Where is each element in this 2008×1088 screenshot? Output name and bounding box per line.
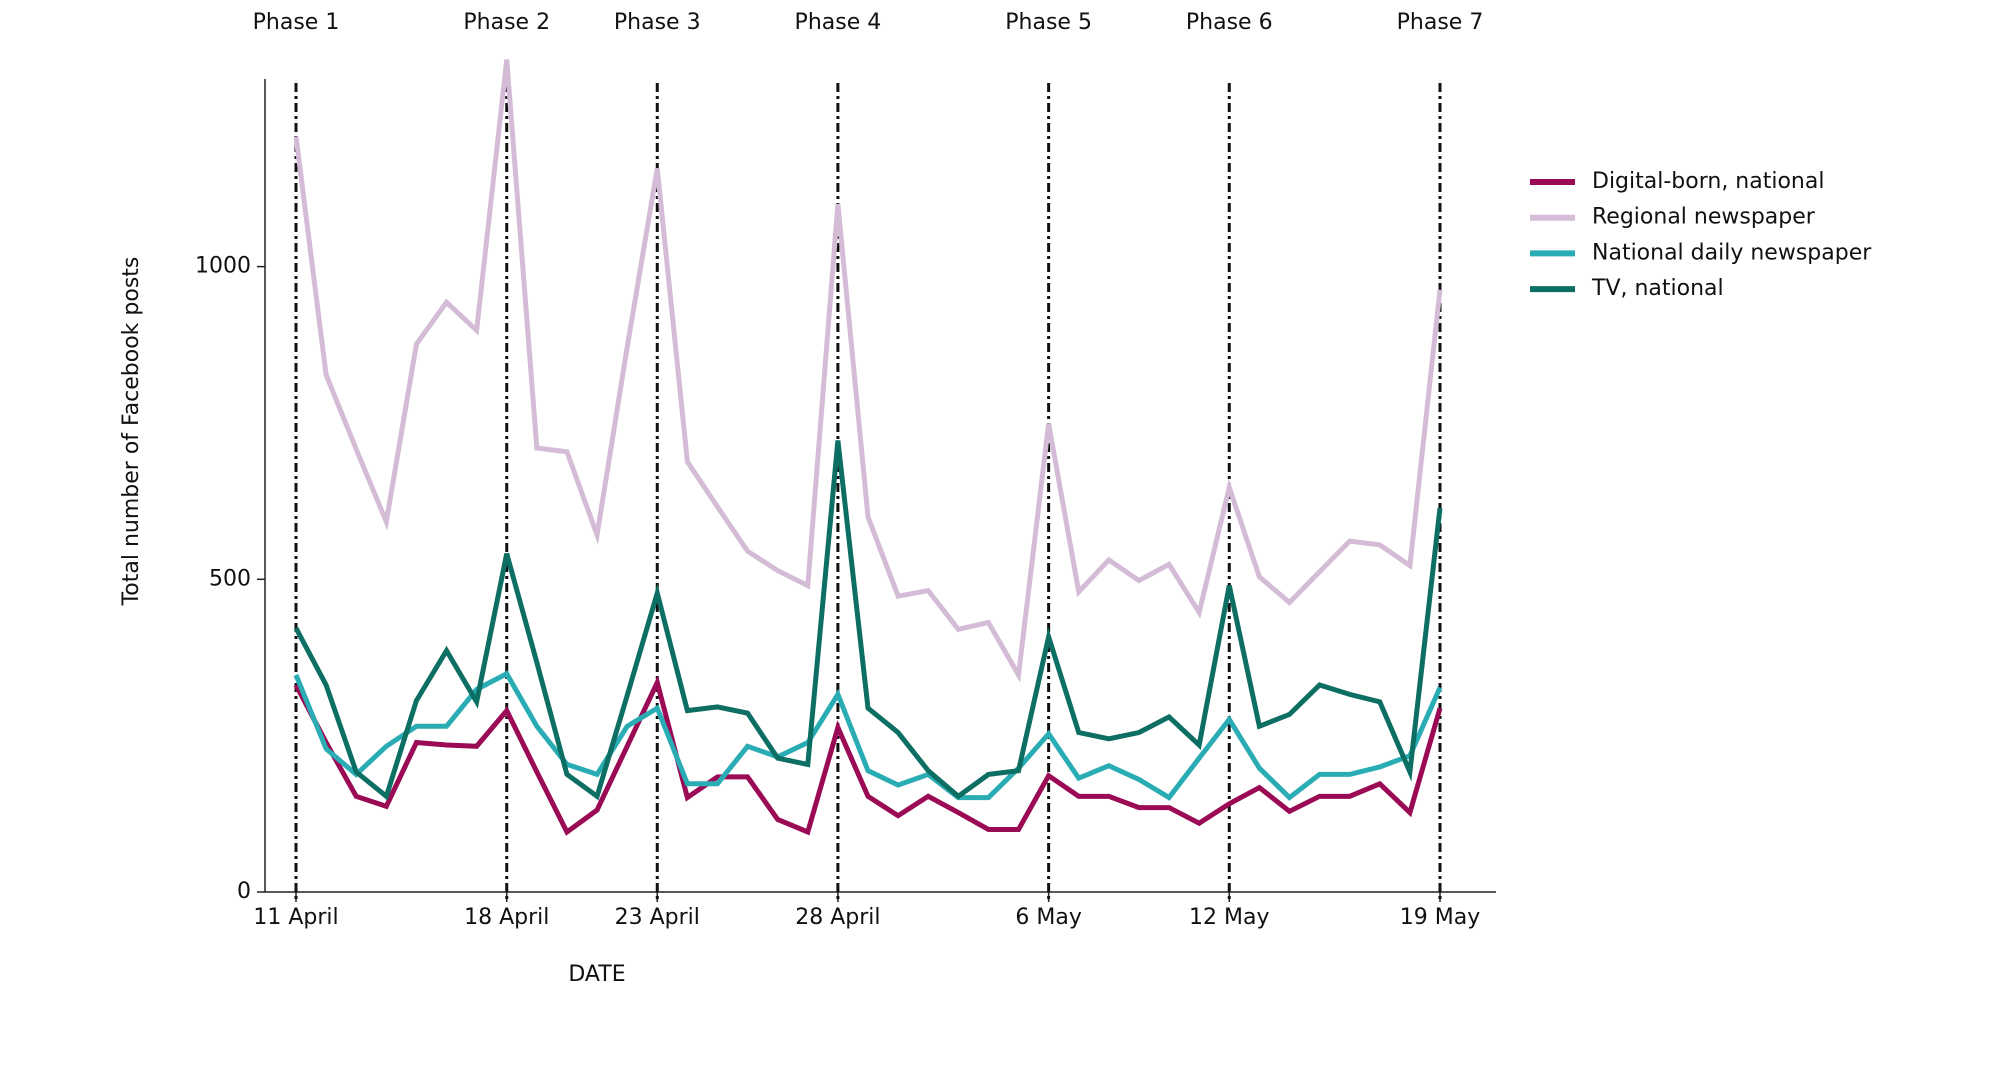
y-axis-label: Total number of Facebook posts [119,257,144,607]
phase-label: Phase 5 [1005,10,1092,35]
x-tick-label: 18 April [464,905,549,930]
phase-label: Phase 6 [1186,10,1273,35]
phase-label: Phase 3 [614,10,701,35]
series-line [293,675,1443,836]
series-line [293,440,1443,801]
series-line [293,59,1443,683]
legend-label: Digital-born, national [1592,169,1824,194]
x-axis-label: DATE [568,962,625,987]
x-tick-label: 11 April [253,905,338,930]
x-tick-label: 19 May [1400,905,1480,930]
x-tick-label: 12 May [1189,905,1269,930]
y-tick-label: 500 [209,566,251,591]
x-tick-label: 23 April [615,905,700,930]
y-tick-label: 1000 [195,254,251,279]
x-tick-label: 28 April [795,905,880,930]
x-tick-label: 6 May [1015,905,1081,930]
legend-label: National daily newspaper [1592,240,1872,265]
phase-label: Phase 1 [253,10,340,35]
series-line [293,670,1443,801]
phase-label: Phase 2 [463,10,550,35]
y-tick-label: 0 [237,879,251,904]
phase-label: Phase 4 [795,10,882,35]
legend-label: Regional newspaper [1592,205,1816,230]
phase-label: Phase 7 [1397,10,1484,35]
legend-label: TV, national [1591,276,1724,301]
